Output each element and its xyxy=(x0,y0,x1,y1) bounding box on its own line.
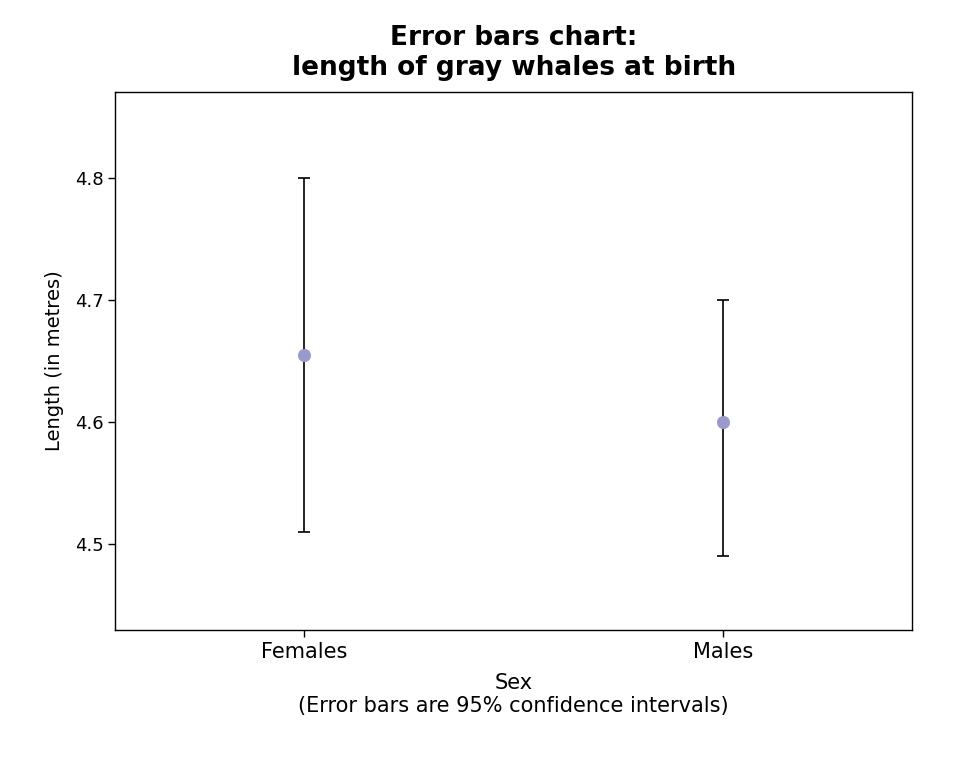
Title: Error bars chart:
length of gray whales at birth: Error bars chart: length of gray whales … xyxy=(292,25,735,81)
Point xyxy=(715,416,731,429)
Y-axis label: Length (in metres): Length (in metres) xyxy=(44,270,63,452)
X-axis label: Sex
(Error bars are 95% confidence intervals): Sex (Error bars are 95% confidence inter… xyxy=(299,673,729,716)
Point xyxy=(297,349,312,361)
